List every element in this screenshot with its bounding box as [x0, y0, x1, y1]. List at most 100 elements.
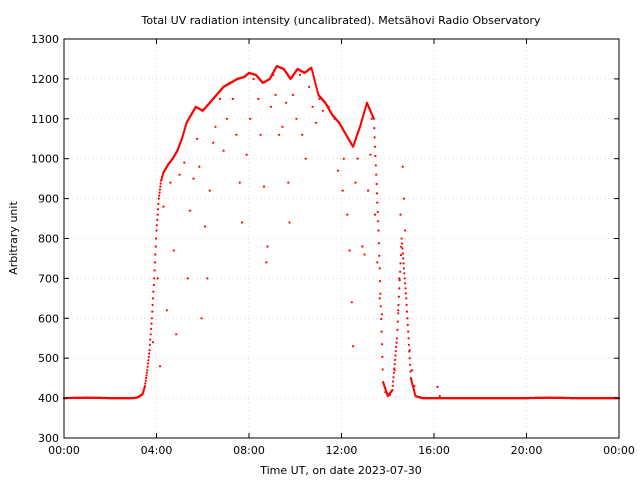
data-point	[333, 117, 336, 120]
x-axis: 00:00 04:00 08:00 12:00 16:00 20:00 00:00	[48, 39, 635, 457]
data-point	[348, 249, 351, 252]
data-point	[288, 221, 291, 224]
data-point	[265, 261, 268, 264]
data-point	[145, 371, 148, 374]
data-point	[154, 245, 157, 248]
data-point	[172, 249, 175, 252]
data-point	[377, 229, 380, 232]
data-point	[301, 133, 304, 136]
data-point	[144, 382, 147, 385]
data-point	[278, 133, 281, 136]
data-point	[219, 97, 222, 100]
data-point	[148, 349, 151, 352]
data-point	[375, 173, 378, 176]
data-point	[200, 317, 203, 320]
data-point	[156, 277, 159, 280]
data-point	[212, 141, 215, 144]
data-point	[407, 330, 410, 333]
data-point	[156, 213, 159, 216]
data-point	[393, 369, 396, 372]
data-point	[409, 370, 412, 373]
data-point	[373, 145, 377, 148]
data-point	[159, 185, 162, 188]
data-point	[393, 363, 396, 366]
data-point	[401, 247, 404, 250]
data-point	[159, 182, 162, 185]
data-point	[409, 363, 412, 366]
data-point	[284, 101, 288, 104]
data-point	[396, 320, 399, 323]
data-point	[235, 133, 238, 136]
data-point	[274, 93, 277, 96]
data-point	[405, 297, 408, 300]
data-point	[152, 290, 155, 293]
data-point	[394, 358, 397, 361]
data-point	[272, 73, 275, 76]
data-point	[188, 209, 192, 212]
data-point	[356, 157, 359, 160]
data-point	[143, 385, 146, 388]
data-point	[410, 369, 414, 372]
data-point	[396, 328, 399, 331]
data-point	[377, 242, 380, 245]
grid-lines	[64, 39, 619, 438]
data-point	[262, 185, 266, 188]
data-point	[298, 73, 301, 76]
data-point	[363, 253, 366, 256]
data-point	[438, 395, 441, 398]
data-point	[395, 337, 399, 340]
data-point	[259, 133, 262, 136]
data-point	[376, 210, 379, 213]
data-point	[399, 270, 402, 273]
data-point	[404, 292, 407, 295]
data-point	[208, 189, 211, 192]
data-point	[381, 355, 384, 358]
data-point	[367, 189, 370, 192]
data-point	[392, 376, 395, 379]
data-point	[379, 305, 382, 308]
data-point	[178, 173, 181, 176]
data-point	[378, 297, 381, 300]
data-point	[145, 377, 148, 380]
data-point	[405, 303, 408, 307]
data-point	[154, 253, 157, 256]
data-point	[241, 221, 244, 224]
data-point	[379, 292, 382, 295]
data-point	[327, 105, 330, 108]
data-point	[148, 343, 151, 346]
data-point	[156, 208, 160, 211]
data-point	[401, 252, 404, 255]
data-point	[157, 202, 160, 205]
data-point	[192, 177, 195, 180]
data-point	[150, 327, 153, 330]
y-axis: 300 400 500 600 700 800 900 1000 1100 1200 1300	[31, 33, 619, 445]
data-point	[158, 194, 161, 197]
data-point	[407, 337, 410, 340]
data-point	[380, 313, 384, 316]
data-point	[399, 262, 402, 265]
data-point	[146, 365, 149, 368]
data-point	[403, 272, 406, 275]
data-point	[397, 295, 400, 298]
y-tick-label: 1100	[31, 113, 59, 126]
data-point	[304, 157, 307, 160]
data-point	[406, 317, 409, 320]
data-point	[393, 367, 396, 370]
data-point	[146, 362, 150, 365]
data-point	[165, 309, 168, 312]
data-point	[398, 287, 401, 290]
data-point	[281, 125, 284, 128]
y-tick-label: 1300	[31, 33, 59, 46]
data-point	[378, 267, 381, 270]
data-point	[352, 345, 355, 348]
data-point	[436, 385, 439, 388]
data-point	[147, 355, 150, 358]
x-tick-label: 16:00	[418, 444, 450, 457]
data-point	[151, 303, 154, 307]
data-point	[153, 269, 156, 272]
data-point	[287, 181, 290, 184]
data-point	[156, 218, 159, 221]
data-point	[195, 137, 199, 140]
data-point	[151, 297, 155, 300]
data-point	[158, 188, 162, 191]
